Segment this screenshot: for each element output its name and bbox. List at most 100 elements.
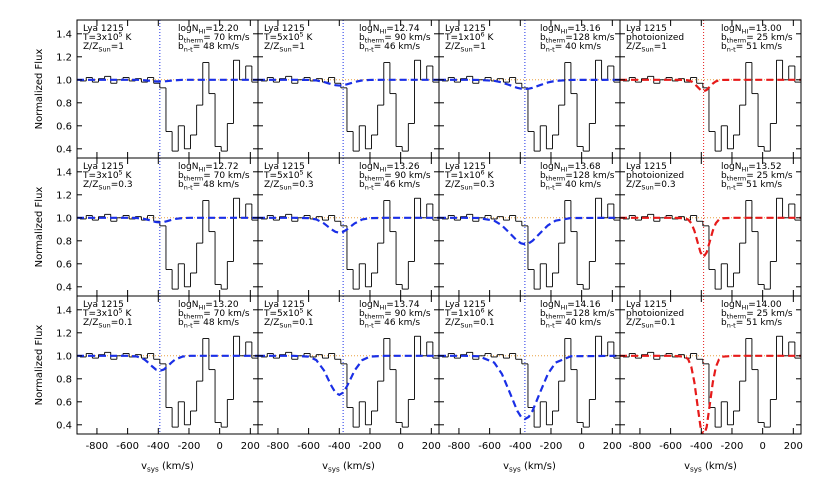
y-tick-label: 1.2 bbox=[56, 328, 72, 339]
column-density-label-part: =14.16 bbox=[567, 300, 601, 310]
b-therm-label-part: therm bbox=[184, 313, 203, 321]
y-tick-label: 1.4 bbox=[56, 29, 72, 40]
model-line bbox=[439, 78, 620, 91]
b-therm-label: btherm= 90 km/s bbox=[359, 309, 431, 321]
metallicity-label: Z/ZSun=1 bbox=[445, 42, 486, 54]
metallicity-label-part: Sun bbox=[279, 322, 291, 330]
column-density-label-part: logN bbox=[178, 24, 198, 34]
panel bbox=[77, 20, 258, 158]
b-therm-label: btherm= 70 km/s bbox=[178, 171, 250, 183]
temperature-label-part: 5 bbox=[300, 307, 304, 315]
temperature-label-part: 6 bbox=[481, 31, 485, 39]
temperature-label: T=5x105 K bbox=[263, 307, 314, 320]
column-density-label: logNHI=12.72 bbox=[178, 162, 239, 174]
b-therm-label: btherm= 25 km/s bbox=[721, 171, 793, 183]
x-tick-label: 0 bbox=[759, 441, 765, 452]
metallicity-label-part: Sun bbox=[641, 46, 653, 54]
model-line bbox=[439, 354, 620, 421]
y-tick-label: 0.4 bbox=[56, 144, 72, 155]
temperature-label: T=3x105 K bbox=[82, 169, 133, 182]
b-nt-label-part: b bbox=[721, 180, 727, 190]
b-nt-label-part: b bbox=[540, 318, 546, 328]
y-tick-label: 1.0 bbox=[56, 75, 72, 86]
temperature-label: photoionized bbox=[626, 309, 684, 319]
x-axis-label-part: v bbox=[684, 461, 690, 472]
metallicity-label-part: =0.3 bbox=[473, 180, 495, 190]
x-tick-label: -800 bbox=[448, 441, 471, 452]
model-line bbox=[258, 354, 439, 397]
b-nt-label-part: n-t bbox=[546, 46, 555, 54]
metallicity-label: Z/ZSun=0.1 bbox=[264, 318, 314, 330]
y-tick-label: 0.6 bbox=[56, 121, 72, 132]
b-nt-label-part: b bbox=[359, 42, 365, 52]
b-nt-label-part: = 40 km/s bbox=[555, 318, 602, 328]
column-density-label-part: logN bbox=[721, 24, 741, 34]
b-nt-label-part: = 46 km/s bbox=[374, 180, 421, 190]
y-tick-label: 0.4 bbox=[56, 282, 72, 293]
b-nt-label-part: b bbox=[359, 180, 365, 190]
b-therm-label: btherm= 25 km/s bbox=[721, 33, 793, 45]
temperature-label-part: K bbox=[485, 33, 495, 43]
x-tick-label: 200 bbox=[784, 441, 803, 452]
b-nt-label-part: = 51 km/s bbox=[736, 180, 783, 190]
column-density-label-part: HI bbox=[379, 166, 386, 174]
column-density-label: logNHI=13.74 bbox=[359, 300, 420, 312]
b-nt-label-part: = 48 km/s bbox=[193, 42, 240, 52]
b-therm-label-part: b bbox=[178, 171, 184, 181]
column-density-label-part: HI bbox=[560, 28, 567, 36]
x-axis-label-part: (km/s) bbox=[340, 461, 375, 472]
metallicity-label-part: Z/Z bbox=[264, 42, 279, 52]
metallicity-label-part: Sun bbox=[279, 184, 291, 192]
b-therm-label: btherm= 70 km/s bbox=[178, 33, 250, 45]
metallicity-label-part: =1 bbox=[111, 42, 124, 52]
b-therm-label-part: = 25 km/s bbox=[746, 171, 793, 181]
ion-label: Lya 1215 bbox=[264, 162, 305, 172]
b-therm-label: btherm=128 km/s bbox=[540, 309, 615, 321]
b-therm-label-part: b bbox=[359, 309, 365, 319]
b-nt-label: bn-t= 51 km/s bbox=[721, 318, 782, 330]
metallicity-label-part: Z/Z bbox=[83, 180, 98, 190]
y-tick-label: 1.4 bbox=[56, 305, 72, 316]
column-density-label-part: logN bbox=[540, 300, 560, 310]
column-density-label-part: logN bbox=[721, 300, 741, 310]
panel bbox=[620, 158, 801, 296]
temperature-label-part: 5 bbox=[119, 31, 123, 39]
panel bbox=[258, 296, 439, 434]
b-therm-label-part: = 25 km/s bbox=[746, 33, 793, 43]
x-tick-label: -600 bbox=[297, 441, 320, 452]
b-nt-label: bn-t= 46 km/s bbox=[359, 180, 420, 192]
b-nt-label-part: b bbox=[540, 42, 546, 52]
b-therm-label-part: = 90 km/s bbox=[384, 309, 431, 319]
x-tick-label: -200 bbox=[359, 441, 382, 452]
temperature-label-part: 5 bbox=[300, 169, 304, 177]
y-tick-label: 0.8 bbox=[56, 98, 72, 109]
column-density-label-part: HI bbox=[560, 166, 567, 174]
x-axis-label-part: v bbox=[503, 461, 509, 472]
metallicity-label-part: Z/Z bbox=[626, 180, 641, 190]
temperature-label-part: K bbox=[485, 309, 495, 319]
b-therm-label-part: b bbox=[540, 171, 546, 181]
b-nt-label-part: b bbox=[178, 42, 184, 52]
panel bbox=[77, 296, 258, 434]
b-nt-label-part: = 48 km/s bbox=[193, 180, 240, 190]
b-therm-label-part: therm bbox=[727, 175, 746, 183]
b-nt-label: bn-t= 51 km/s bbox=[721, 180, 782, 192]
b-therm-label-part: = 70 km/s bbox=[203, 33, 250, 43]
temperature-label-part: T=5x10 bbox=[263, 309, 300, 319]
column-density-label-part: =13.26 bbox=[386, 162, 420, 172]
column-density-label-part: =13.74 bbox=[386, 300, 420, 310]
b-nt-label: bn-t= 48 km/s bbox=[178, 318, 239, 330]
column-density-label-part: logN bbox=[359, 300, 379, 310]
column-density-label-part: HI bbox=[741, 166, 748, 174]
x-tick-label: 0 bbox=[578, 441, 584, 452]
metallicity-label: Z/ZSun=1 bbox=[626, 42, 667, 54]
metallicity-label-part: Sun bbox=[460, 184, 472, 192]
column-density-label-part: HI bbox=[741, 304, 748, 312]
metallicity-label-part: =0.1 bbox=[111, 318, 133, 328]
column-density-label-part: logN bbox=[721, 162, 741, 172]
b-therm-label-part: therm bbox=[727, 313, 746, 321]
x-tick-label: -600 bbox=[659, 441, 682, 452]
b-nt-label-part: b bbox=[721, 318, 727, 328]
b-therm-label-part: =128 km/s bbox=[565, 309, 615, 319]
